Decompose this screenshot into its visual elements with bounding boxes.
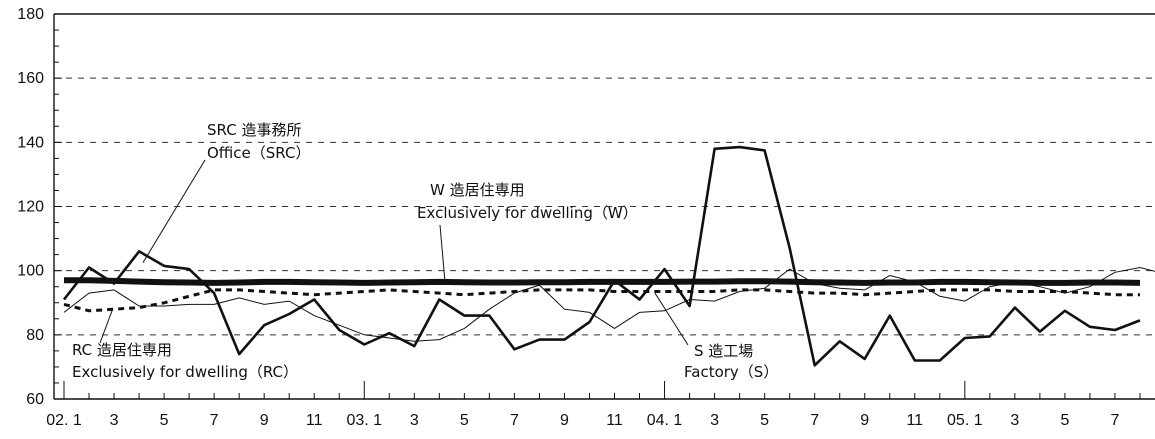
x-tick-label: 7 [510,412,519,429]
x-tick-label: 9 [560,412,569,429]
x-tick-label: 7 [210,412,219,429]
annotation-leaders [100,160,688,345]
annotation-s-line2: Factory（S） [684,363,778,381]
y-tick-label: 140 [17,134,44,151]
x-tick-label: 7 [810,412,819,429]
x-tick-label: 02. 1 [46,412,82,429]
annotation-leader-3 [655,293,688,345]
x-tick-label: 11 [606,412,623,429]
x-tick-label: 3 [110,412,119,429]
annotation-leader-0 [143,160,205,263]
series-lines [64,147,1155,365]
x-tick-label: 3 [1010,412,1019,429]
x-tick-label: 04. 1 [647,412,683,429]
annotation-rc-line1: RC 造居住専用 [72,341,172,359]
annotation-w-line2: Exclusively for dwelling（W） [417,204,638,222]
y-tick-label: 60 [26,391,44,408]
y-tick-label: 160 [17,70,44,87]
x-tick-label: 5 [1060,412,1069,429]
x-tick-label: 11 [306,412,323,429]
y-tick-label: 80 [26,327,44,344]
y-axis-ticks: 60 80 100 120 140 160 180 [17,6,62,408]
annotation-s-line1: S 造工場 [694,342,753,360]
annotation-w-line1: W 造居住専用 [430,181,525,199]
x-tick-label: 03. 1 [346,412,382,429]
x-tick-label: 3 [410,412,419,429]
x-tick-label: 7 [1111,412,1120,429]
annotations: SRC 造事務所 Office（SRC） W 造居住専用 Exclusively… [72,121,778,381]
annotation-src-line1: SRC 造事務所 [207,121,301,139]
x-tick-label: 05. 1 [947,412,983,429]
x-axis-ticks: 02. 1 3 5 7 9 11 03. 1 3 5 7 9 11 04. 1 3 5 7 9 11 05. 1 3 5… [46,381,1140,429]
series-line-2 [64,147,1140,365]
x-tick-label: 11 [906,412,923,429]
annotation-leader-1 [440,225,445,282]
x-tick-label: 5 [160,412,169,429]
x-tick-label: 9 [860,412,869,429]
y-tick-label: 120 [17,199,44,216]
annotation-rc-line2: Exclusively for dwelling（RC） [72,363,298,381]
series-line-3 [64,268,1155,342]
series-line-0 [64,280,1140,283]
annotation-leader-2 [100,311,112,343]
annotation-src-line2: Office（SRC） [207,144,310,162]
x-tick-label: 5 [460,412,469,429]
x-tick-label: 9 [260,412,269,429]
x-tick-label: 5 [760,412,769,429]
y-tick-label: 100 [17,263,44,280]
y-tick-label: 180 [17,6,44,23]
x-tick-label: 3 [710,412,719,429]
